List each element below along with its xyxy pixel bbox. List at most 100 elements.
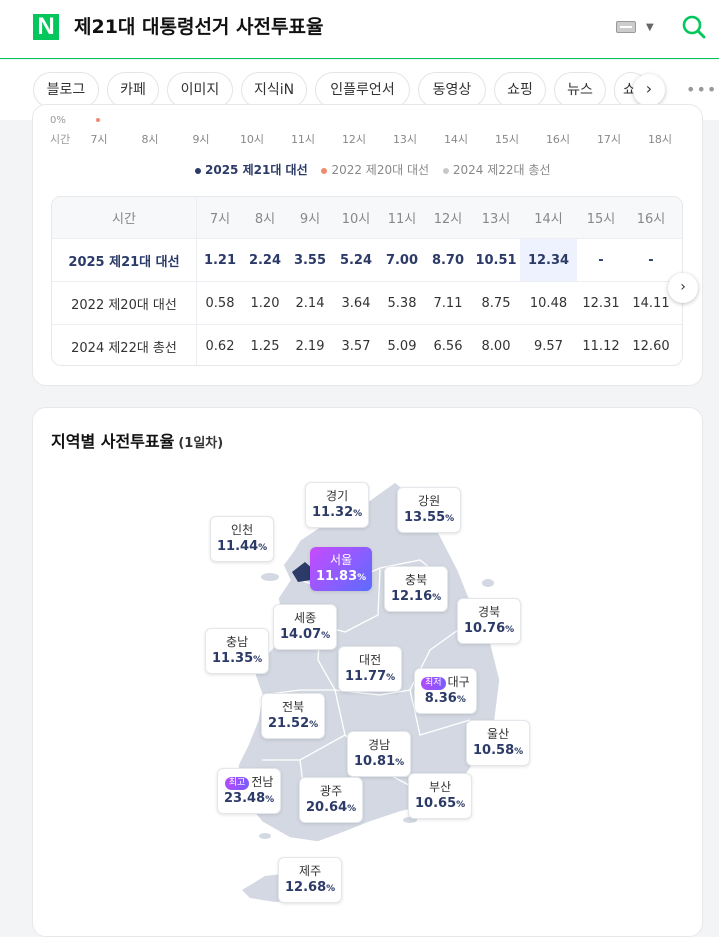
region-value-unit: % — [258, 543, 268, 553]
table-header-cell: 13시 — [481, 212, 511, 227]
region-name: 세종 — [280, 610, 330, 626]
region-value: 21.52% — [268, 715, 318, 734]
region-label-chungbuk[interactable]: 충북 12.16% — [384, 566, 449, 612]
more-icon[interactable]: ••• — [686, 80, 718, 99]
table-cell: 8.75 — [481, 295, 511, 311]
table-header-cell: 7시 — [209, 212, 231, 227]
region-value-number: 8.36 — [424, 691, 457, 706]
region-name: 최고 전남 — [224, 774, 274, 790]
region-name-text: 울산 — [487, 727, 510, 741]
turnout-table: 시간 7시 8시 9시 10시 11시 12시 13시 14시 15시 16시 2025 제21대 대… — [51, 196, 683, 366]
region-value: 23.48% — [224, 790, 274, 809]
region-name: 부산 — [415, 779, 465, 795]
region-value-number: 20.64 — [306, 800, 348, 815]
region-label-jeju[interactable]: 제주 12.68% — [278, 857, 343, 903]
region-label-jeonnam[interactable]: 최고 전남 23.48% — [217, 768, 282, 814]
region-title: 지역별 사전투표율 (1일차) — [51, 432, 224, 451]
keyboard-icon[interactable] — [616, 21, 636, 33]
region-name-text: 경북 — [478, 605, 501, 619]
region-name: 최저 대구 — [421, 674, 470, 690]
region-value-number: 11.44 — [217, 539, 259, 554]
region-value-unit: % — [309, 720, 319, 730]
region-value: 10.81% — [354, 753, 404, 772]
x-axis-tick: 7시 — [90, 133, 108, 146]
region-name: 광주 — [306, 783, 356, 799]
region-label-gyeonggi[interactable]: 경기 11.32% — [305, 482, 370, 528]
table-cell: 0.58 — [205, 295, 235, 311]
table-cell: 9.57 — [534, 338, 563, 354]
island-wando — [259, 833, 271, 839]
region-label-busan[interactable]: 부산 10.65% — [408, 773, 473, 819]
island-ulleung — [482, 579, 494, 587]
region-subtitle: (1일차) — [178, 436, 224, 451]
table-row-label: 2022 제20대 대선 — [52, 282, 197, 324]
region-label-daejeon[interactable]: 대전 11.77% — [338, 646, 403, 692]
region-label-gyeongnam[interactable]: 경남 10.81% — [347, 731, 412, 777]
region-name: 경남 — [354, 737, 404, 753]
region-value-number: 11.32 — [312, 505, 354, 520]
legend-item-2024[interactable]: 2024 제22대 총선 — [442, 161, 551, 178]
region-label-incheon[interactable]: 인천 11.44% — [210, 516, 275, 562]
region-value: 11.35% — [212, 650, 262, 669]
region-value-number: 10.65 — [415, 796, 457, 811]
table-row: 2022 제20대 대선 0.58 1.20 2.14 3.64 5.38 7.11 8.75… — [52, 281, 682, 324]
table-cell: 12.31 — [582, 295, 620, 311]
table-next-button[interactable]: › — [668, 273, 698, 303]
region-name-text: 대전 — [359, 653, 382, 667]
naver-logo[interactable]: N — [33, 14, 59, 40]
region-value-number: 13.55 — [404, 510, 446, 525]
tab-shopping[interactable]: 쇼핑 — [494, 72, 546, 108]
region-name-text: 충남 — [226, 635, 249, 649]
tabs-next-button[interactable]: › — [633, 74, 665, 106]
x-axis-tick: 9시 — [192, 133, 210, 146]
tab-cafe[interactable]: 카페 — [107, 72, 159, 108]
x-axis-tick: 16시 — [545, 133, 571, 146]
region-label-jeonbuk[interactable]: 전북 21.52% — [261, 693, 326, 739]
axis-zero-label: 0% — [50, 115, 66, 126]
region-name-text: 경기 — [326, 489, 349, 503]
tab-influencer[interactable]: 인플루언서 — [315, 72, 410, 108]
region-label-gangwon[interactable]: 강원 13.55% — [397, 487, 462, 533]
table-cell: 5.09 — [387, 338, 417, 354]
region-value-number: 11.35 — [212, 651, 254, 666]
region-label-ulsan[interactable]: 울산 10.58% — [466, 720, 531, 766]
region-value-unit: % — [395, 758, 405, 768]
search-query[interactable]: 제21대 대통령선거 사전투표율 — [74, 16, 324, 38]
region-name-text: 전북 — [282, 700, 305, 714]
chevron-down-icon[interactable]: ▼ — [646, 22, 654, 33]
region-name: 인천 — [217, 522, 267, 538]
region-value-number: 11.83 — [316, 569, 358, 584]
table-cell: 0.62 — [205, 338, 235, 354]
region-label-seoul[interactable]: 서울 11.83% — [310, 547, 373, 591]
region-value-number: 14.07 — [280, 627, 322, 642]
tab-video[interactable]: 동영상 — [418, 72, 486, 108]
table-cell: 3.57 — [341, 338, 371, 354]
region-name: 충남 — [212, 634, 262, 650]
table-cell: 2.14 — [295, 295, 325, 311]
table-cell: 6.56 — [433, 338, 463, 354]
region-label-sejong[interactable]: 세종 14.07% — [273, 604, 338, 650]
legend-item-2022[interactable]: 2022 제20대 대선 — [321, 161, 429, 178]
seoul-shape — [292, 562, 314, 582]
table-cell: 1.21 — [203, 252, 237, 268]
tab-blog[interactable]: 블로그 — [33, 72, 99, 108]
tab-image[interactable]: 이미지 — [167, 72, 233, 108]
region-value: 12.16% — [391, 588, 441, 607]
table-row-label: 2025 제21대 대선 — [52, 239, 197, 281]
tab-news[interactable]: 뉴스 — [554, 72, 606, 108]
region-label-chungnam[interactable]: 충남 11.35% — [205, 628, 270, 674]
table-cell: 8.70 — [431, 252, 465, 268]
region-label-daegu[interactable]: 최저 대구 8.36% — [414, 668, 477, 714]
region-value: 8.36% — [421, 690, 470, 709]
tab-kin[interactable]: 지식iN — [241, 72, 307, 108]
region-name-text: 광주 — [320, 784, 343, 798]
region-label-gwangju[interactable]: 광주 20.64% — [299, 777, 364, 823]
legend-item-2025[interactable]: 2025 제21대 대선 — [195, 161, 308, 178]
region-label-gyeongbuk[interactable]: 경북 10.76% — [457, 598, 522, 644]
search-icon[interactable] — [681, 14, 707, 40]
region-name-text: 세종 — [294, 611, 317, 625]
region-value-number: 10.81 — [354, 754, 396, 769]
table-cell: 1.25 — [250, 338, 280, 354]
table-cell: 5.38 — [387, 295, 417, 311]
region-name: 강원 — [404, 493, 454, 509]
